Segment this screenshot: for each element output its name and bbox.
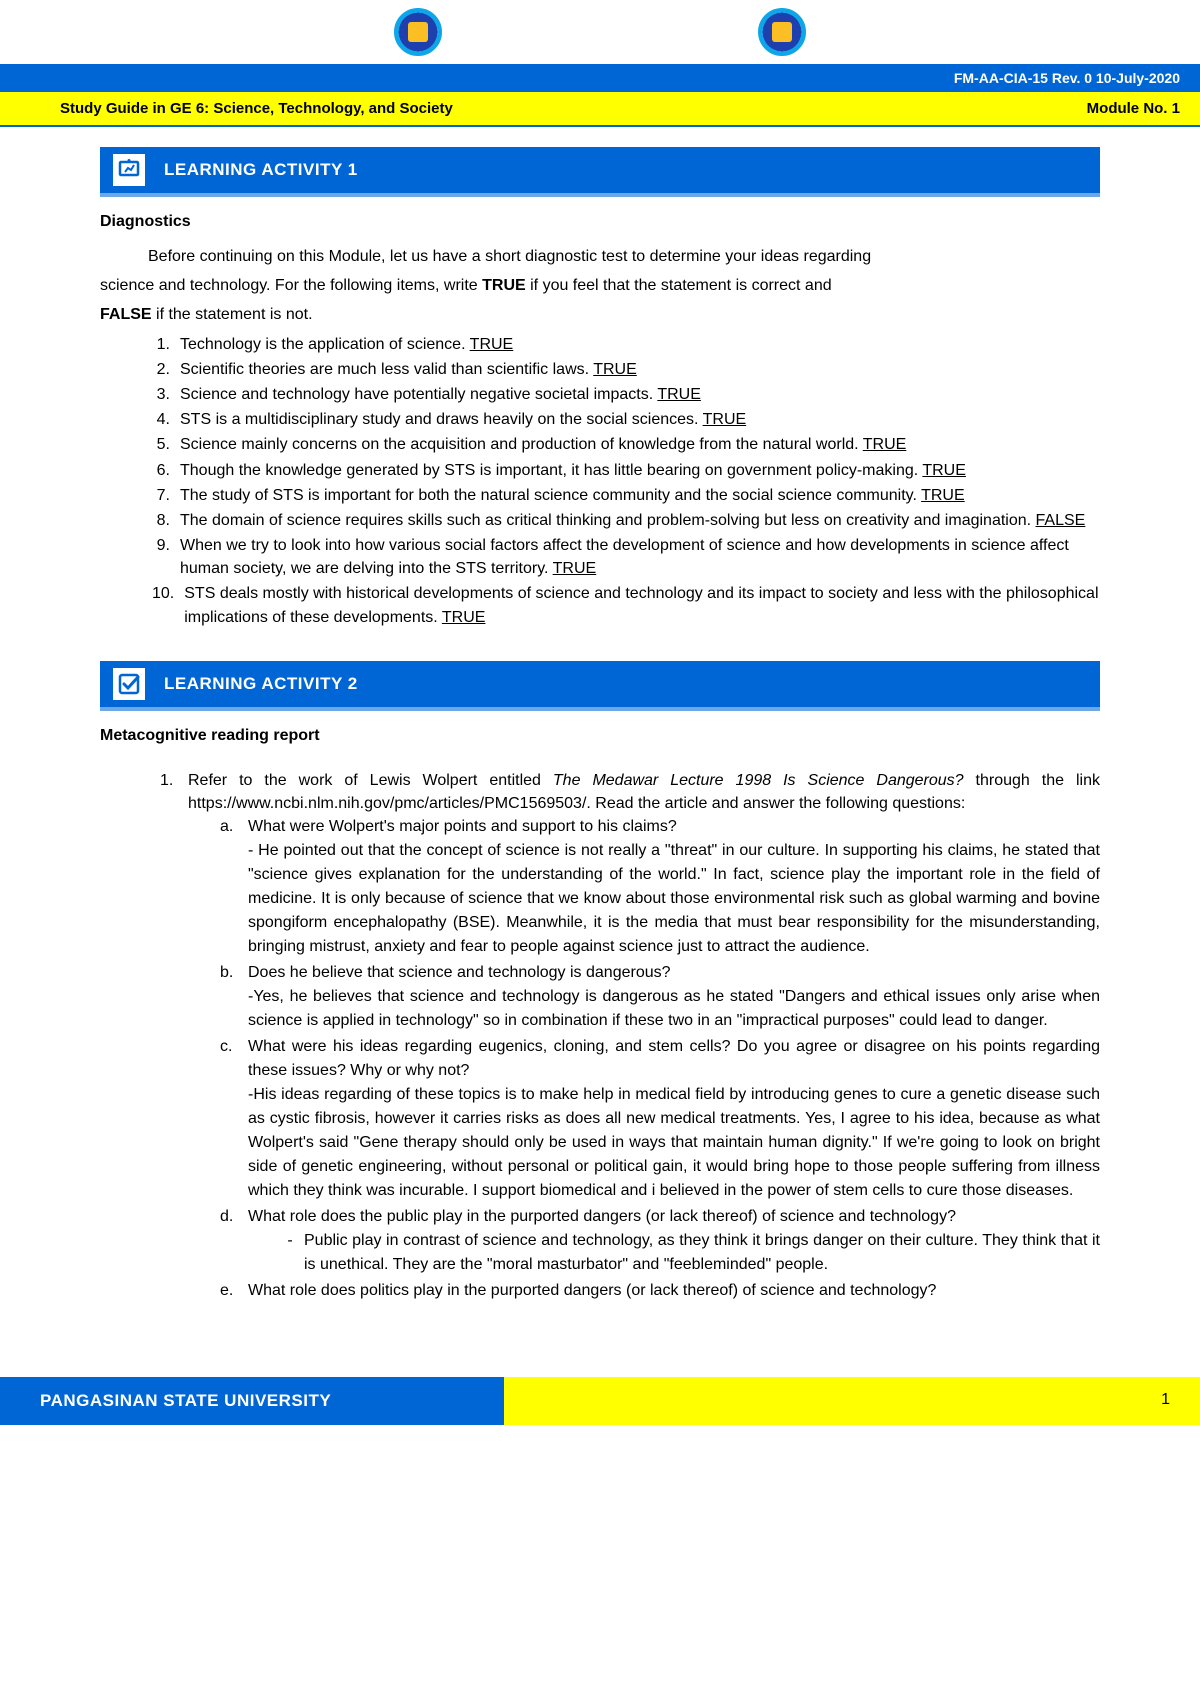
- sub-questions: a. What were Wolpert's major points and …: [188, 815, 1100, 1303]
- answer: TRUE: [703, 411, 747, 428]
- presentation-icon: [110, 151, 148, 189]
- answer: TRUE: [553, 560, 597, 577]
- course-title: Study Guide in GE 6: Science, Technology…: [60, 100, 453, 117]
- page: FM-AA-CIA-15 Rev. 0 10-July-2020 Study G…: [0, 0, 1200, 1425]
- footer-page-number: 1: [504, 1377, 1200, 1425]
- checkmark-icon: [110, 665, 148, 703]
- sub-b: b. Does he believe that science and tech…: [220, 961, 1100, 1033]
- diagnostic-item: 1.Technology is the application of scien…: [152, 333, 1100, 356]
- diagnostic-item: 4.STS is a multidisciplinary study and d…: [152, 408, 1100, 431]
- activity-2-header: LEARNING ACTIVITY 2: [100, 661, 1100, 711]
- answer: TRUE: [921, 487, 965, 504]
- module-number: Module No. 1: [1087, 100, 1180, 117]
- diagnostic-item: 5.Science mainly concerns on the acquisi…: [152, 433, 1100, 456]
- diagnostic-item: 2.Scientific theories are much less vali…: [152, 358, 1100, 381]
- document-code-bar: FM-AA-CIA-15 Rev. 0 10-July-2020: [0, 64, 1200, 92]
- university-logo-2: [758, 8, 806, 56]
- intro-line-1: Before continuing on this Module, let us…: [100, 245, 1100, 268]
- answer: TRUE: [863, 436, 907, 453]
- page-footer: PANGASINAN STATE UNIVERSITY 1: [0, 1377, 1200, 1425]
- diagnostic-item: 9.When we try to look into how various s…: [152, 534, 1100, 580]
- metacognitive-title: Metacognitive reading report: [100, 727, 1100, 745]
- sub-d: d. What role does the public play in the…: [220, 1205, 1100, 1277]
- sub-e: e. What role does politics play in the p…: [220, 1279, 1100, 1303]
- document-code: FM-AA-CIA-15 Rev. 0 10-July-2020: [954, 70, 1180, 86]
- intro-line-2: science and technology. For the followin…: [100, 274, 1100, 297]
- logo-row: [0, 0, 1200, 64]
- answer: FALSE: [1036, 512, 1086, 529]
- diagnostic-item: 3.Science and technology have potentiall…: [152, 383, 1100, 406]
- answer: TRUE: [593, 361, 637, 378]
- sub-a: a. What were Wolpert's major points and …: [220, 815, 1100, 959]
- main-content: LEARNING ACTIVITY 1 Diagnostics Before c…: [0, 127, 1200, 1337]
- diagnostic-item: 7.The study of STS is important for both…: [152, 484, 1100, 507]
- answer: TRUE: [442, 609, 486, 626]
- answer: TRUE: [922, 462, 966, 479]
- question-1: 1. Refer to the work of Lewis Wolpert en…: [152, 769, 1100, 1305]
- diagnostic-item: 10.STS deals mostly with historical deve…: [152, 582, 1100, 628]
- activity-2-title: LEARNING ACTIVITY 2: [164, 662, 358, 706]
- reading-question-list: 1. Refer to the work of Lewis Wolpert en…: [100, 769, 1100, 1305]
- diagnostics-list: 1.Technology is the application of scien…: [100, 333, 1100, 629]
- intro-line-3: FALSE if the statement is not.: [100, 303, 1100, 326]
- sub-c: c. What were his ideas regarding eugenic…: [220, 1035, 1100, 1203]
- university-logo-1: [394, 8, 442, 56]
- activity-1-title: LEARNING ACTIVITY 1: [164, 148, 358, 192]
- footer-university: PANGASINAN STATE UNIVERSITY: [0, 1377, 504, 1425]
- diagnostic-item: 6.Though the knowledge generated by STS …: [152, 459, 1100, 482]
- answer: TRUE: [470, 336, 514, 353]
- diagnostics-title: Diagnostics: [100, 213, 1100, 231]
- answer: TRUE: [657, 386, 701, 403]
- diagnostic-item: 8.The domain of science requires skills …: [152, 509, 1100, 532]
- activity-1-header: LEARNING ACTIVITY 1: [100, 147, 1100, 197]
- course-header-bar: Study Guide in GE 6: Science, Technology…: [0, 92, 1200, 127]
